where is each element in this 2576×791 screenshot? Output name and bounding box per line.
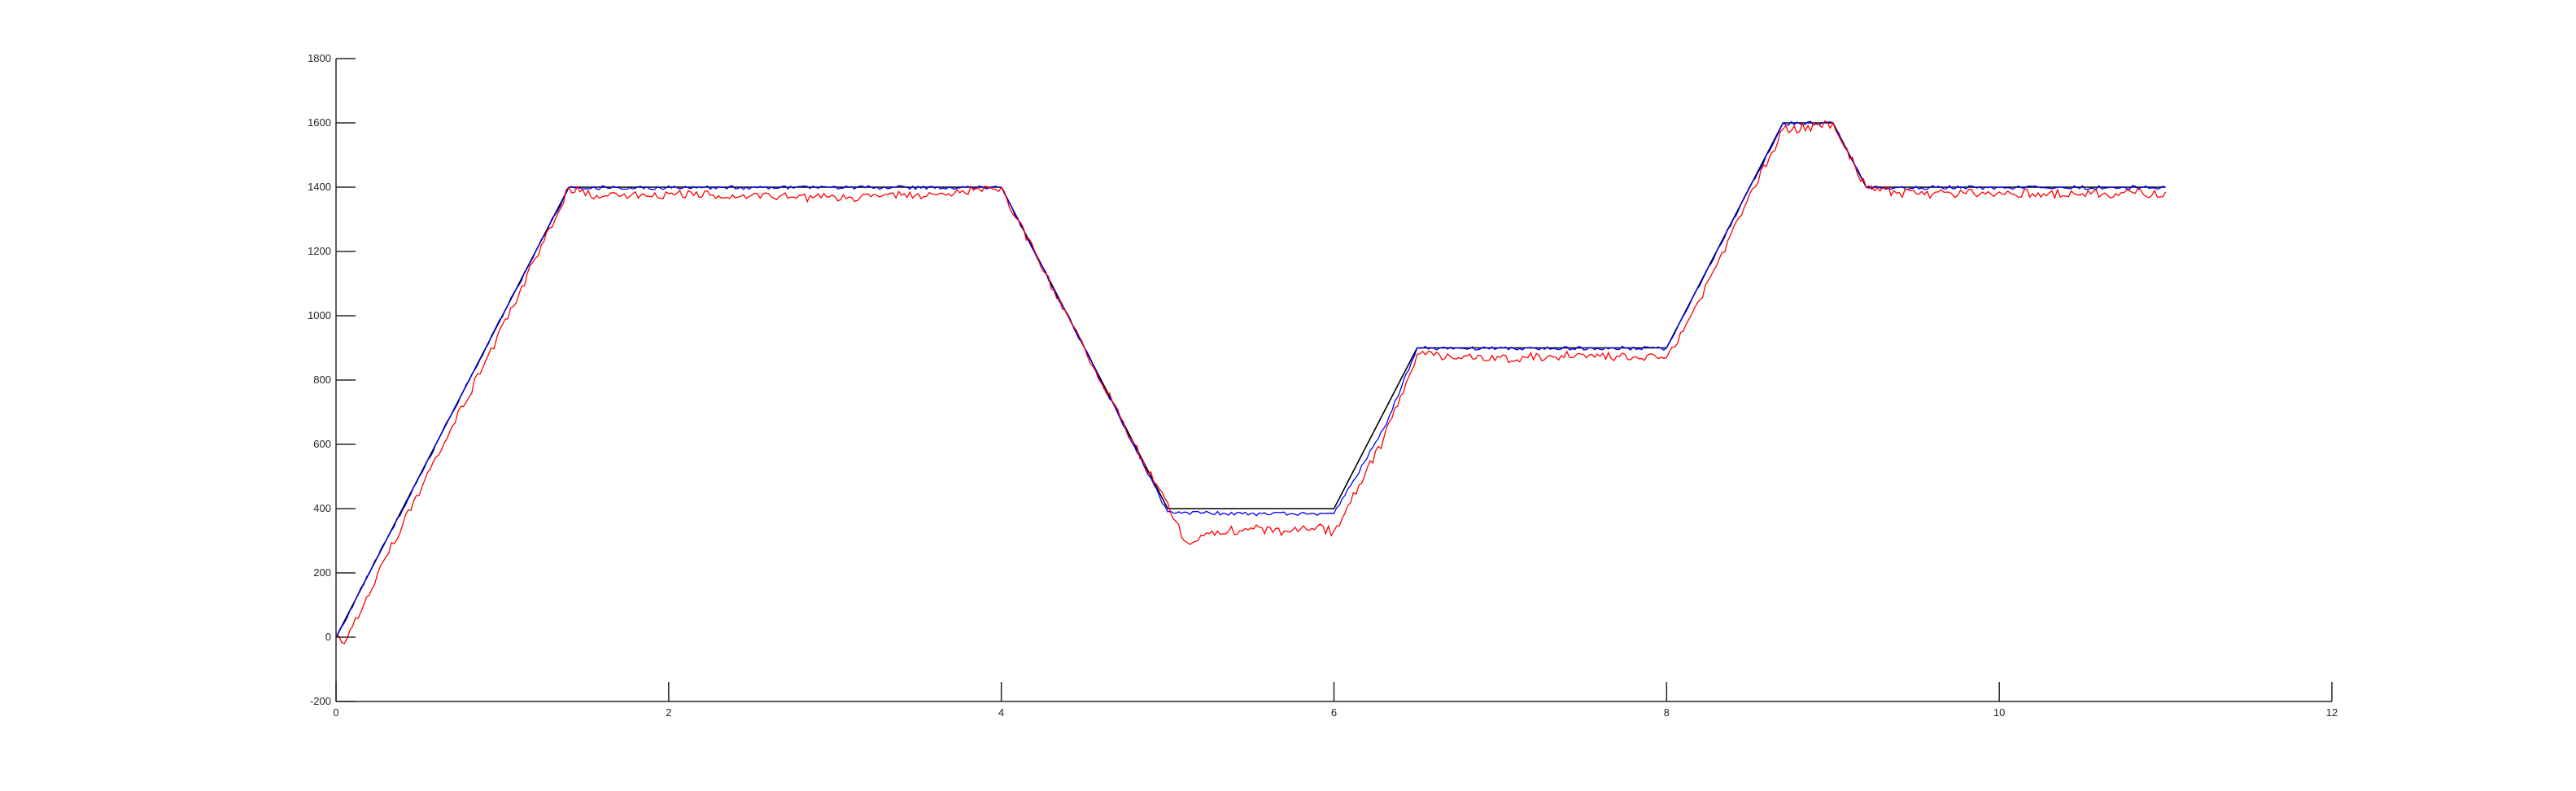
y-tick-label: 600 bbox=[313, 438, 331, 450]
y-tick-label: 1000 bbox=[308, 309, 331, 321]
series-layer bbox=[335, 120, 2167, 645]
y-tick-label: 200 bbox=[313, 566, 331, 579]
x-tick-label: 8 bbox=[1664, 706, 1670, 719]
x-tick-label: 12 bbox=[2326, 706, 2338, 719]
series-line-3 bbox=[335, 120, 2167, 645]
y-tick-label: 1800 bbox=[308, 52, 331, 64]
ticks-layer: 0 2 4 6 8 10 12-200020040060080010001200140016… bbox=[308, 52, 2338, 719]
x-tick-label: 10 bbox=[1993, 706, 2005, 719]
y-tick-label: 800 bbox=[313, 374, 331, 386]
x-tick-label: 0 bbox=[333, 706, 338, 719]
y-tick-label: 1600 bbox=[308, 116, 331, 129]
y-tick-label: -200 bbox=[310, 695, 331, 707]
axes-layer bbox=[335, 59, 2332, 702]
y-tick-label: 1400 bbox=[308, 181, 331, 193]
y-tick-label: 0 bbox=[325, 631, 331, 643]
x-tick-label: 6 bbox=[1331, 706, 1337, 719]
y-tick-label: 400 bbox=[313, 502, 331, 514]
x-tick-label: 4 bbox=[998, 706, 1004, 719]
y-tick-label: 1200 bbox=[308, 245, 331, 257]
series-line-1 bbox=[335, 122, 2166, 638]
series-line-2 bbox=[335, 120, 2166, 638]
x-tick-label: 2 bbox=[666, 706, 671, 719]
